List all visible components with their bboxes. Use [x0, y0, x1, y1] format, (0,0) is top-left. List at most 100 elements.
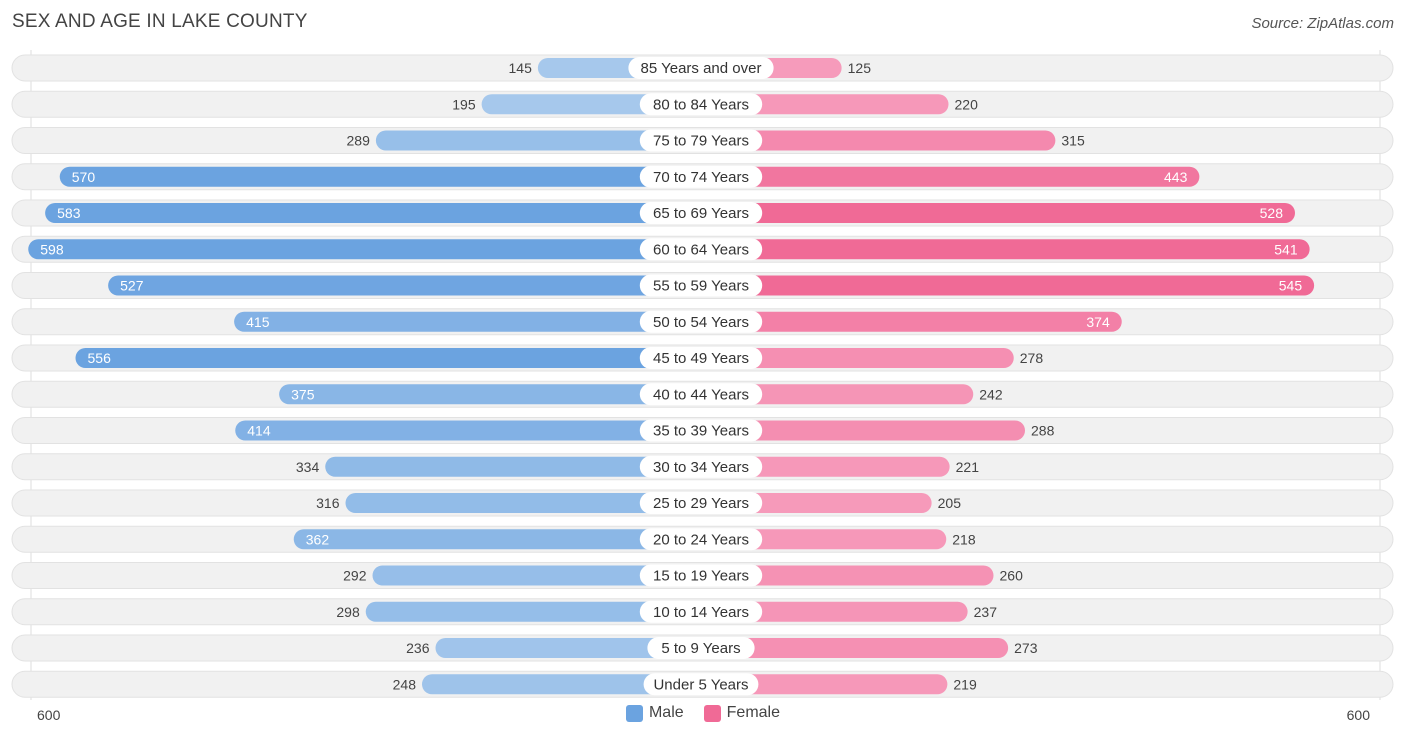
- female-value-label: 288: [1031, 423, 1055, 439]
- male-bar: [365, 601, 711, 622]
- female-bar: [691, 384, 974, 405]
- category-label-pill: [639, 528, 763, 551]
- category-label: 25 to 29 Years: [653, 495, 749, 512]
- male-bar: [75, 348, 711, 368]
- row-2: 289 315 75 to 79 Years: [11, 127, 1394, 154]
- category-label: 15 to 19 Years: [653, 568, 749, 585]
- male-bar: [345, 493, 711, 513]
- category-label: 70 to 74 Years: [653, 169, 749, 186]
- female-value-label: 374: [1086, 314, 1110, 330]
- male-bar: [325, 456, 711, 477]
- female-value-label: 315: [1061, 133, 1085, 149]
- category-label-pill: [639, 564, 763, 587]
- male-value-label: 236: [406, 640, 430, 656]
- row-10: 414 288 35 to 39 Years: [11, 417, 1394, 444]
- row-7: 415 374 50 to 54 Years: [11, 308, 1394, 336]
- legend-item-male[interactable]: Male: [625, 704, 684, 722]
- axis-right-label: 600: [1346, 707, 1370, 723]
- category-label-pill: [639, 274, 763, 297]
- category-label-pill: [639, 202, 763, 224]
- row-15: 298 237 10 to 14 Years: [11, 598, 1394, 626]
- category-label-pill: [639, 383, 763, 406]
- male-bar: [293, 529, 711, 550]
- category-label: 80 to 84 Years: [653, 96, 749, 113]
- row-13: 362 218 20 to 24 Years: [11, 525, 1394, 553]
- legend: Male Female: [0, 704, 1406, 722]
- category-label-pill: [639, 129, 763, 152]
- female-bar: [691, 565, 994, 586]
- category-label-pill: [639, 600, 763, 623]
- female-value-label: 273: [1014, 640, 1038, 656]
- male-bar: [435, 638, 711, 658]
- category-label: 65 to 69 Years: [653, 205, 749, 222]
- female-bar: [691, 638, 1009, 658]
- female-value-label: 242: [979, 386, 1003, 402]
- male-value-label: 248: [393, 676, 417, 692]
- male-value-label: 583: [57, 205, 81, 221]
- category-label: 30 to 34 Years: [653, 459, 749, 476]
- female-value-label: 528: [1260, 205, 1284, 221]
- female-value-label: 443: [1164, 169, 1188, 185]
- female-value-label: 205: [938, 495, 962, 511]
- row-12: 316 205 25 to 29 Years: [11, 489, 1394, 517]
- axis-left-label: 600: [37, 707, 61, 723]
- category-label: 55 to 59 Years: [653, 278, 749, 295]
- female-value-label: 545: [1279, 278, 1303, 294]
- male-value-label: 570: [72, 169, 96, 185]
- category-label-pill: [639, 238, 763, 261]
- male-value-label: 298: [336, 604, 360, 620]
- male-value-label: 316: [316, 495, 340, 511]
- category-label-pill: [628, 57, 774, 79]
- female-value-label: 219: [953, 676, 977, 692]
- legend-item-female[interactable]: Female: [703, 704, 781, 722]
- female-value-label: 125: [848, 60, 872, 76]
- female-value-label: 221: [956, 459, 980, 475]
- category-label-pill: [639, 310, 763, 333]
- male-value-label: 598: [40, 241, 64, 257]
- row-6: 527 545 55 to 59 Years: [11, 272, 1394, 299]
- category-label-pill: [647, 637, 755, 659]
- category-label: 85 Years and over: [641, 60, 762, 77]
- male-bar: [279, 384, 711, 405]
- category-label: 10 to 14 Years: [653, 604, 749, 621]
- male-bar: [422, 674, 711, 695]
- male-value-label: 334: [296, 459, 320, 475]
- category-label-pill: [639, 419, 763, 442]
- male-value-label: 414: [247, 423, 271, 439]
- female-bar: [691, 130, 1056, 151]
- female-bar: [691, 275, 1315, 296]
- category-label: 20 to 24 Years: [653, 531, 749, 548]
- male-bar: [372, 565, 711, 586]
- category-label-pill: [639, 492, 763, 514]
- male-value-label: 415: [246, 314, 270, 330]
- category-label: 45 to 49 Years: [653, 350, 749, 367]
- male-value-label: 556: [88, 350, 112, 366]
- row-8: 556 278 45 to 49 Years: [11, 344, 1394, 372]
- female-value-label: 278: [1020, 350, 1044, 366]
- male-bar: [45, 203, 711, 223]
- row-17: 248 219 Under 5 Years: [11, 670, 1394, 698]
- row-3: 570 443 70 to 74 Years: [11, 163, 1394, 191]
- male-value-label: 527: [120, 278, 144, 294]
- legend-female-swatch: [703, 704, 721, 722]
- category-label: 75 to 79 Years: [653, 133, 749, 150]
- row-11: 334 221 30 to 34 Years: [11, 453, 1394, 481]
- female-value-label: 218: [952, 531, 976, 547]
- male-value-label: 362: [306, 531, 330, 547]
- male-bar: [235, 420, 711, 441]
- category-label: 50 to 54 Years: [653, 314, 749, 331]
- row-16: 236 273 5 to 9 Years: [11, 634, 1394, 662]
- source-label: Source: ZipAtlas.com: [1251, 15, 1394, 32]
- female-value-label: 220: [955, 96, 979, 112]
- legend-female-label: Female: [726, 704, 781, 721]
- row-9: 375 242 40 to 44 Years: [11, 380, 1394, 408]
- female-bar: [691, 420, 1025, 441]
- female-bar: [691, 239, 1310, 260]
- category-label-pill: [639, 347, 763, 369]
- category-label-pill: [639, 93, 763, 116]
- male-value-label: 289: [347, 133, 371, 149]
- category-label: 5 to 9 Years: [661, 640, 740, 657]
- category-label: 60 to 64 Years: [653, 241, 749, 258]
- legend-male-swatch: [625, 704, 643, 722]
- female-value-label: 541: [1274, 241, 1298, 257]
